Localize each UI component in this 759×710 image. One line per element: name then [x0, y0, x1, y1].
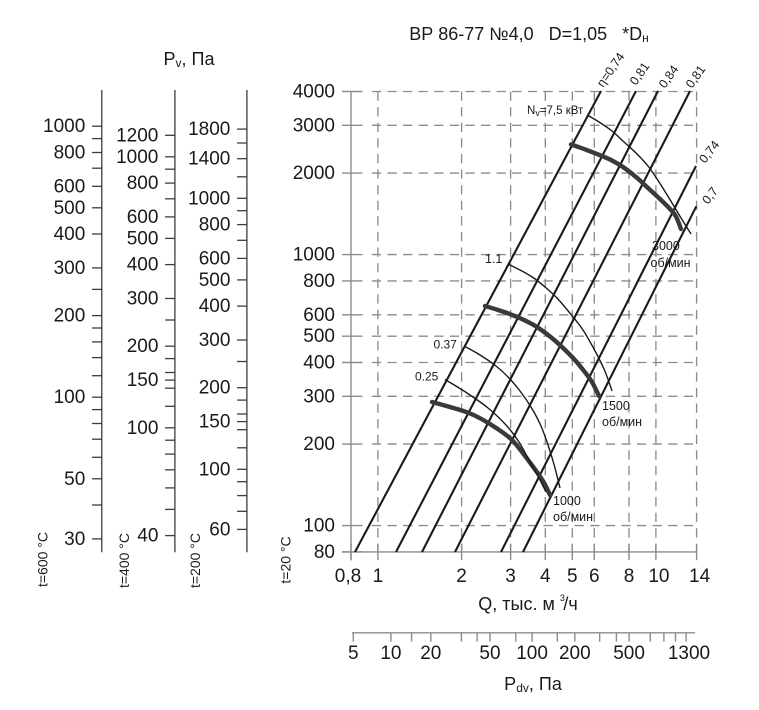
svg-text:150: 150: [127, 370, 159, 391]
svg-text:800: 800: [199, 215, 231, 236]
svg-text:600: 600: [199, 248, 231, 269]
svg-text:1800: 1800: [188, 119, 230, 140]
svg-text:0,74: 0,74: [696, 138, 722, 166]
svg-text:200: 200: [303, 434, 335, 455]
svg-text:1500: 1500: [602, 399, 630, 413]
svg-text:200: 200: [559, 643, 591, 664]
svg-text:0,84: 0,84: [656, 63, 681, 91]
svg-text:100: 100: [127, 418, 159, 439]
svg-text:5: 5: [348, 643, 359, 664]
svg-text:14: 14: [689, 566, 711, 587]
svg-text:30: 30: [64, 529, 85, 550]
svg-text:50: 50: [479, 643, 500, 664]
svg-text:1: 1: [373, 566, 384, 587]
svg-text:100: 100: [303, 516, 335, 537]
svg-text:500: 500: [54, 198, 86, 219]
svg-text:0.37: 0.37: [434, 338, 458, 352]
svg-text:8: 8: [624, 566, 635, 587]
svg-text:2000: 2000: [293, 163, 335, 184]
svg-text:4000: 4000: [293, 82, 335, 103]
svg-text:500: 500: [199, 270, 231, 291]
svg-text:ВР 86-77 №4,0 D=1,05 *Dн: ВР 86-77 №4,0 D=1,05 *Dн: [409, 24, 649, 45]
svg-text:6: 6: [589, 566, 600, 587]
svg-text:0,8: 0,8: [335, 566, 361, 587]
svg-text:1000: 1000: [116, 147, 158, 168]
svg-text:20: 20: [420, 643, 441, 664]
svg-text:t=400 °C: t=400 °C: [116, 533, 132, 588]
svg-text:2: 2: [456, 566, 467, 587]
svg-text:40: 40: [137, 526, 158, 547]
svg-text:Q, тыс. м 3/ч: Q, тыс. м 3/ч: [478, 593, 577, 614]
svg-text:1000: 1000: [43, 116, 85, 137]
svg-text:400: 400: [199, 296, 231, 317]
svg-text:1200: 1200: [116, 125, 158, 146]
svg-text:1400: 1400: [188, 149, 230, 170]
svg-text:0,81: 0,81: [627, 60, 652, 88]
svg-text:100: 100: [199, 459, 231, 480]
svg-text:800: 800: [54, 143, 86, 164]
svg-text:300: 300: [303, 386, 335, 407]
svg-text:об/мин: об/мин: [602, 415, 642, 429]
svg-text:60: 60: [209, 519, 230, 540]
svg-text:800: 800: [303, 271, 335, 292]
svg-text:0.25: 0.25: [415, 370, 439, 384]
svg-text:0,81: 0,81: [683, 63, 708, 91]
svg-text:t=600 °C: t=600 °C: [35, 532, 51, 587]
svg-text:600: 600: [303, 305, 335, 326]
svg-text:3000: 3000: [293, 115, 335, 136]
svg-text:Nv=7,5 кВт: Nv=7,5 кВт: [527, 105, 584, 118]
svg-text:1.1: 1.1: [485, 252, 502, 266]
svg-text:10: 10: [648, 566, 669, 587]
svg-text:80: 80: [314, 542, 335, 563]
svg-text:10: 10: [380, 643, 401, 664]
svg-text:1000: 1000: [293, 245, 335, 266]
svg-text:400: 400: [54, 224, 86, 245]
svg-text:3000: 3000: [652, 239, 680, 253]
svg-text:t=20 °C: t=20 °C: [278, 536, 294, 583]
svg-text:200: 200: [127, 336, 159, 357]
svg-text:Pv, Па: Pv, Па: [164, 49, 216, 70]
svg-text:500: 500: [613, 643, 645, 664]
svg-text:50: 50: [64, 469, 85, 490]
svg-text:150: 150: [199, 412, 231, 433]
svg-text:600: 600: [127, 207, 159, 228]
svg-text:0,7: 0,7: [699, 184, 721, 206]
svg-text:4: 4: [540, 566, 551, 587]
svg-text:t=200 °C: t=200 °C: [187, 533, 203, 588]
svg-text:η=0,74: η=0,74: [594, 50, 628, 90]
svg-text:500: 500: [127, 228, 159, 249]
svg-text:1000: 1000: [188, 188, 230, 209]
svg-text:Pdv, Па: Pdv, Па: [504, 674, 563, 695]
svg-text:об/мин: об/мин: [553, 510, 593, 524]
svg-text:800: 800: [127, 173, 159, 194]
svg-text:400: 400: [303, 353, 335, 374]
svg-text:1000: 1000: [553, 494, 581, 508]
svg-text:300: 300: [54, 258, 86, 279]
svg-text:100: 100: [54, 387, 86, 408]
svg-text:500: 500: [303, 326, 335, 347]
svg-text:100: 100: [516, 643, 548, 664]
svg-text:300: 300: [199, 330, 231, 351]
svg-text:400: 400: [127, 255, 159, 276]
svg-text:1300: 1300: [668, 643, 710, 664]
svg-text:300: 300: [127, 289, 159, 310]
svg-text:200: 200: [54, 306, 86, 327]
svg-text:200: 200: [199, 378, 231, 399]
svg-text:3: 3: [505, 566, 516, 587]
svg-text:об/мин: об/мин: [651, 256, 691, 270]
svg-text:600: 600: [54, 176, 86, 197]
svg-text:5: 5: [567, 566, 578, 587]
